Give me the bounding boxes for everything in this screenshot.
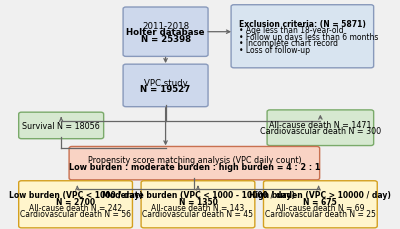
FancyBboxPatch shape	[123, 8, 208, 57]
Text: Cardiovascular death N = 300: Cardiovascular death N = 300	[260, 127, 381, 136]
Text: • Follow up days less than 6 months: • Follow up days less than 6 months	[239, 33, 379, 42]
Text: Cardiovascular death N = 25: Cardiovascular death N = 25	[265, 210, 376, 218]
Text: 2011-2018: 2011-2018	[142, 22, 189, 31]
Text: All-cause death N = 69: All-cause death N = 69	[276, 203, 365, 212]
Text: Survival N = 18056: Survival N = 18056	[22, 121, 100, 130]
FancyBboxPatch shape	[267, 110, 374, 146]
FancyBboxPatch shape	[123, 65, 208, 107]
Text: N = 1350: N = 1350	[178, 197, 218, 206]
FancyBboxPatch shape	[69, 147, 320, 180]
Text: VPC study: VPC study	[144, 78, 188, 87]
Text: • Loss of follow-up: • Loss of follow-up	[239, 45, 310, 54]
Text: All-cause death N = 143: All-cause death N = 143	[151, 203, 244, 212]
Text: Moderate burden (VPC < 1000 - 10000 / day): Moderate burden (VPC < 1000 - 10000 / da…	[102, 190, 294, 199]
Text: Low burden (VPC < 1000 / day): Low burden (VPC < 1000 / day)	[9, 190, 142, 199]
FancyBboxPatch shape	[19, 181, 132, 228]
Text: All-cause death N = 242: All-cause death N = 242	[29, 203, 122, 212]
Text: N = 19527: N = 19527	[140, 85, 191, 94]
Text: N = 25398: N = 25398	[140, 34, 191, 44]
Text: High burden (VPC > 10000 / day): High burden (VPC > 10000 / day)	[250, 190, 391, 199]
FancyBboxPatch shape	[231, 6, 374, 68]
Text: Low burden : moderate burden : high burden = 4 : 2 : 1: Low burden : moderate burden : high burd…	[69, 162, 320, 171]
Text: All-cause death N = 1471: All-cause death N = 1471	[269, 120, 372, 129]
Text: Holter database: Holter database	[126, 28, 205, 37]
Text: • Age less than 18-year-old: • Age less than 18-year-old	[239, 26, 344, 35]
Text: • Incomplete chart record: • Incomplete chart record	[239, 39, 338, 48]
Text: N = 675: N = 675	[304, 197, 337, 206]
Text: Cardiovascular death N = 56: Cardiovascular death N = 56	[20, 210, 131, 218]
FancyBboxPatch shape	[141, 181, 255, 228]
FancyBboxPatch shape	[264, 181, 377, 228]
Text: Cardiovascular death N = 45: Cardiovascular death N = 45	[142, 210, 254, 218]
Text: Exclusion criteria: (N = 5871): Exclusion criteria: (N = 5871)	[239, 20, 366, 29]
Text: N = 2700: N = 2700	[56, 197, 95, 206]
FancyBboxPatch shape	[19, 113, 104, 139]
Text: Propensity score matching analysis (VPC daily count): Propensity score matching analysis (VPC …	[88, 156, 301, 165]
